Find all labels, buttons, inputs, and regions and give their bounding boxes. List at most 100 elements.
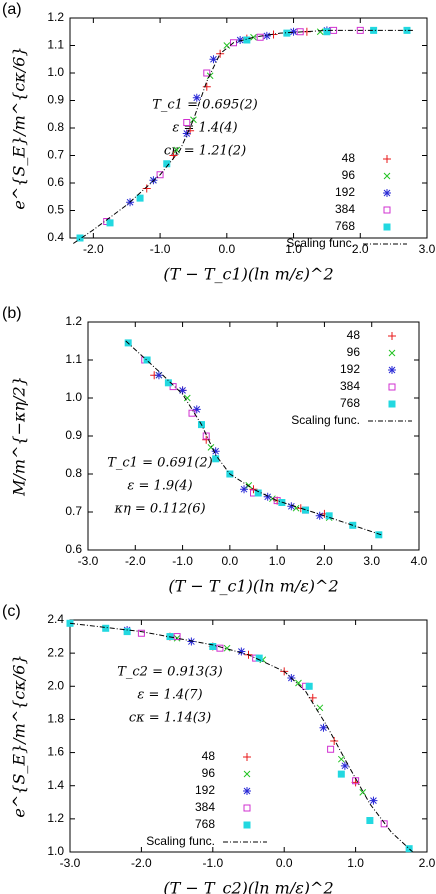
marker (182, 129, 191, 138)
y-axis-label: e^{S_E}/m^{cκ/6} (10, 46, 29, 209)
legend-label: 48 (342, 151, 356, 165)
legend-marker (243, 770, 251, 778)
y-tick-label: 1.0 (65, 390, 82, 404)
y-tick-label: 0.5 (47, 203, 64, 217)
marker (211, 447, 220, 456)
plot-frame (69, 17, 428, 239)
legend-label: 96 (342, 168, 356, 182)
marker (305, 682, 313, 690)
marker (190, 116, 197, 124)
panel-label: (c) (2, 603, 21, 620)
panel-label: (a) (2, 1, 22, 18)
y-tick-label: 0.9 (65, 428, 82, 442)
marker (250, 33, 257, 41)
marker (237, 647, 246, 656)
x-tick-label: -2.0 (131, 856, 152, 870)
x-tick-label: 0.0 (218, 242, 235, 256)
y-tick-label: 1.2 (47, 811, 64, 825)
marker (263, 492, 272, 501)
legend-marker (383, 155, 391, 163)
marker (405, 845, 413, 853)
marker (249, 485, 258, 494)
marker (188, 409, 196, 417)
marker (156, 171, 164, 179)
legend-marker (243, 804, 251, 812)
marker (325, 512, 333, 520)
y-tick-label: 1.1 (47, 38, 64, 52)
marker (340, 761, 349, 770)
legend-label: 768 (195, 817, 215, 831)
marker (102, 624, 110, 632)
annotation: cκ = 1.21(2) (164, 144, 246, 159)
y-tick-label: 1.6 (47, 745, 64, 759)
legend-label: Scaling func. (146, 834, 215, 848)
legend-marker (383, 172, 391, 180)
legend-label: 192 (335, 185, 355, 199)
marker (183, 119, 191, 126)
y-tick-label: 0.8 (65, 466, 82, 480)
marker (283, 29, 291, 37)
y-tick-label: 1.8 (47, 712, 64, 726)
y-tick-label: 1.2 (47, 10, 64, 24)
marker (295, 679, 302, 687)
marker (216, 644, 224, 652)
marker (236, 36, 245, 44)
marker (255, 654, 263, 662)
marker (327, 745, 335, 753)
x-tick-label: 3.0 (363, 554, 380, 568)
marker (142, 184, 151, 193)
marker (212, 455, 220, 463)
marker (256, 33, 264, 41)
y-tick-label: 1.4 (47, 778, 64, 792)
marker (223, 644, 231, 652)
marker (229, 39, 237, 47)
legend-marker (243, 787, 251, 795)
y-axis-label: e^{S_E}/m^{cκ/6} (10, 654, 29, 817)
marker (289, 27, 298, 36)
y-tick-label: 1.0 (47, 65, 64, 79)
marker (192, 93, 201, 102)
x-tick-label: -2.0 (125, 554, 146, 568)
x-tick-label: 1.0 (347, 856, 364, 870)
marker (366, 817, 374, 825)
marker (380, 820, 388, 828)
y-tick-label: 2.0 (47, 678, 64, 692)
x-tick-label: 1.0 (269, 554, 286, 568)
legend-marker (383, 189, 391, 197)
marker (337, 755, 345, 763)
legend-label: 384 (195, 800, 215, 814)
annotation: ε = 1.9(4) (127, 479, 192, 494)
marker (178, 386, 187, 395)
legend-marker (388, 383, 396, 391)
y-tick-label: 0.7 (65, 504, 82, 518)
x-tick-label: 2.0 (316, 554, 333, 568)
marker (375, 531, 383, 539)
plot-frame (69, 619, 428, 853)
marker (316, 704, 324, 712)
annotation: κη = 0.112(6) (113, 502, 205, 517)
x-tick-label: 1.0 (285, 242, 302, 256)
marker (203, 69, 211, 77)
marker (319, 723, 328, 732)
y-tick-label: 0.9 (47, 93, 64, 107)
marker (302, 506, 310, 514)
marker (143, 356, 151, 364)
x-tick-label: 0.0 (276, 856, 293, 870)
legend-label: Scaling func. (291, 413, 360, 427)
legend-marker (388, 349, 396, 357)
annotation: ε = 1.4(7) (137, 688, 202, 703)
y-tick-label: 0.6 (47, 175, 64, 189)
scaling-line (69, 622, 414, 853)
legend-label: 48 (347, 328, 361, 342)
x-tick-label: -3.0 (60, 856, 81, 870)
legend-marker (383, 206, 391, 214)
marker (369, 796, 378, 805)
marker (308, 693, 317, 702)
x-tick-label: 0.0 (222, 554, 239, 568)
legend-marker (243, 821, 251, 829)
y-tick-label: 1.0 (47, 844, 64, 858)
x-tick-label: -1.0 (150, 242, 171, 256)
y-axis-label: M/m^{−κη/2} (10, 376, 29, 497)
marker (137, 629, 145, 637)
